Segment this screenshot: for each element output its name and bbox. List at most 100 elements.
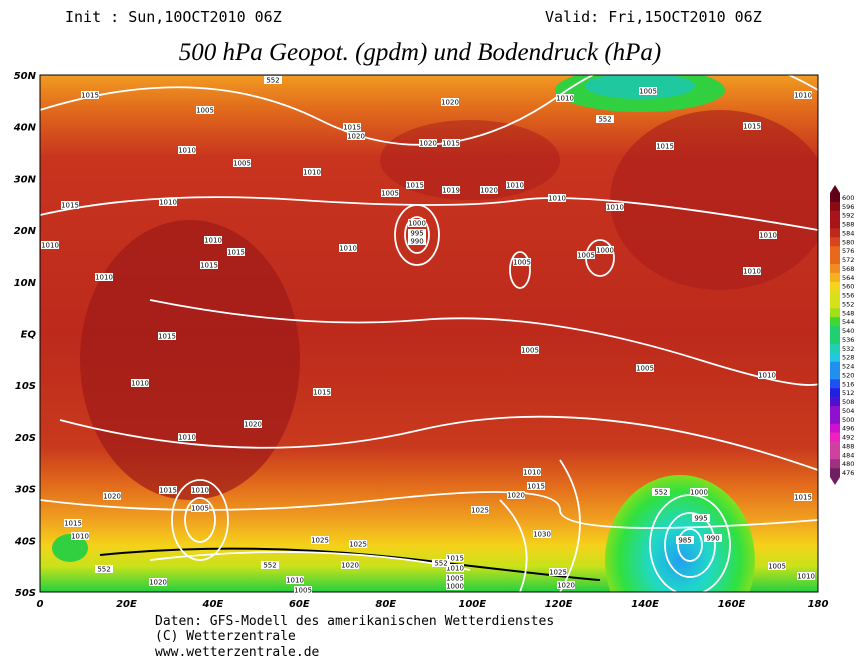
contour-label: 1005	[191, 505, 209, 513]
colorbar-label: 508	[842, 398, 854, 406]
colorbar-swatch	[830, 406, 840, 416]
contour-label: 552	[263, 562, 276, 570]
contour-label: 1010	[303, 169, 321, 177]
contour-label: 1025	[471, 507, 489, 515]
contour-label: 1005	[446, 575, 464, 583]
contour-label: 1010	[523, 469, 541, 477]
contour-label-bg	[656, 142, 674, 150]
contour-label: 1025	[311, 537, 329, 545]
contour-label: 1010	[159, 199, 177, 207]
contour-label-bg	[303, 168, 321, 176]
contour-label-bg	[149, 578, 167, 586]
contour-label-bg	[606, 203, 624, 211]
lat-label: 40S	[14, 536, 36, 547]
contour-label-bg	[41, 241, 59, 249]
contour-label-bg	[339, 244, 357, 252]
contour-label: 1015	[159, 487, 177, 495]
contour-label-bg	[548, 194, 566, 202]
colorbar-label: 516	[842, 380, 854, 388]
lat-label: 10S	[15, 381, 36, 392]
contour-label-bg	[527, 482, 545, 490]
colorbar-label: 504	[842, 407, 854, 415]
colorbar-swatch	[830, 246, 840, 256]
footer-copyright: (C) Wetterzentrale	[155, 629, 296, 644]
contour-label: 1010	[191, 487, 209, 495]
contour-label: 1010	[339, 245, 357, 253]
contour-label: 1015	[313, 389, 331, 397]
contour-label-bg	[200, 261, 218, 269]
contour-label-bg	[690, 488, 708, 496]
contour-label: 1010	[41, 242, 59, 250]
contour-label-bg	[556, 94, 574, 102]
lon-label: 60E	[289, 599, 310, 610]
contour-label: 1015	[446, 555, 464, 563]
colorbar-label: 560	[842, 283, 854, 291]
contour-label: 1010	[204, 237, 222, 245]
contour-label: 1020	[441, 99, 459, 107]
contour-label-bg	[349, 540, 367, 548]
contour-label: 1010	[446, 565, 464, 573]
contour-label: 1010	[178, 434, 196, 442]
contour-label-bg	[191, 486, 209, 494]
colorbar-swatch	[830, 237, 840, 247]
lat-label: 50S	[15, 588, 36, 599]
colorbar-label: 488	[842, 442, 854, 450]
contour-label: 1020	[347, 133, 365, 141]
contour-label: 1025	[349, 541, 367, 549]
contour-label: 1005	[513, 259, 531, 267]
colorbar-label: 568	[842, 265, 854, 273]
contour-label-bg	[577, 251, 595, 259]
lon-label: 80E	[375, 599, 396, 610]
colorbar-label: 492	[842, 434, 854, 442]
contour-label-bg	[759, 231, 777, 239]
contour-label-bg	[178, 433, 196, 441]
contour-label: 1019	[442, 187, 460, 195]
footer-url: www.wetterzentrale.de	[155, 645, 320, 660]
colorbar-swatch	[830, 388, 840, 398]
lat-label: 20S	[15, 433, 36, 444]
contour-label-bg	[178, 146, 196, 154]
lon-label: 20E	[116, 599, 137, 610]
contour-label: 1010	[758, 372, 776, 380]
contour-label: 1015	[343, 124, 361, 132]
contour-label-bg	[71, 532, 89, 540]
lat-label: 30S	[15, 485, 36, 496]
contour-label-bg	[233, 159, 251, 167]
colorbar-label: 576	[842, 247, 854, 255]
contour-label-bg	[442, 186, 460, 194]
contour-label-bg	[794, 91, 812, 99]
lat-label: 10N	[14, 278, 37, 289]
lat-label: EQ	[21, 330, 37, 341]
contour-label-bg	[341, 561, 359, 569]
colorbar-arrow-bottom	[830, 477, 840, 485]
contour-label-bg	[286, 576, 304, 584]
contour-label: 1000	[446, 583, 464, 591]
colorbar-label: 520	[842, 371, 854, 379]
contour-label-bg	[797, 572, 815, 580]
colorbar-swatch	[830, 193, 840, 203]
contour-label: 1010	[759, 232, 777, 240]
colorbar-swatch	[830, 423, 840, 433]
contour-label-bg	[446, 582, 464, 590]
lon-labels: 0 20E 40E 60E 80E 100E 120E 140E 160E 180	[37, 599, 829, 610]
contour-label-bg	[244, 420, 262, 428]
contour-label-bg	[743, 122, 761, 130]
contour-label-bg	[442, 139, 460, 147]
colorbar-swatch	[830, 343, 840, 354]
contour-label: 1020	[557, 582, 575, 590]
colorbar-label: 480	[842, 460, 854, 468]
contour-label: 990	[410, 238, 423, 246]
colorbar-label: 556	[842, 292, 854, 300]
contour-label-bg	[676, 536, 694, 544]
contour-label-bg	[343, 123, 361, 131]
contour-label: 1000	[690, 489, 708, 497]
contour-label: 1015	[64, 520, 82, 528]
colorbar-swatch	[830, 414, 840, 425]
contour-label: 1005	[521, 347, 539, 355]
contour-label: 985	[678, 537, 691, 545]
contour-label-bg	[639, 87, 657, 95]
contour-label: 1005	[639, 88, 657, 96]
colorbar-swatch	[830, 281, 840, 291]
contour-label: 1000	[596, 247, 614, 255]
